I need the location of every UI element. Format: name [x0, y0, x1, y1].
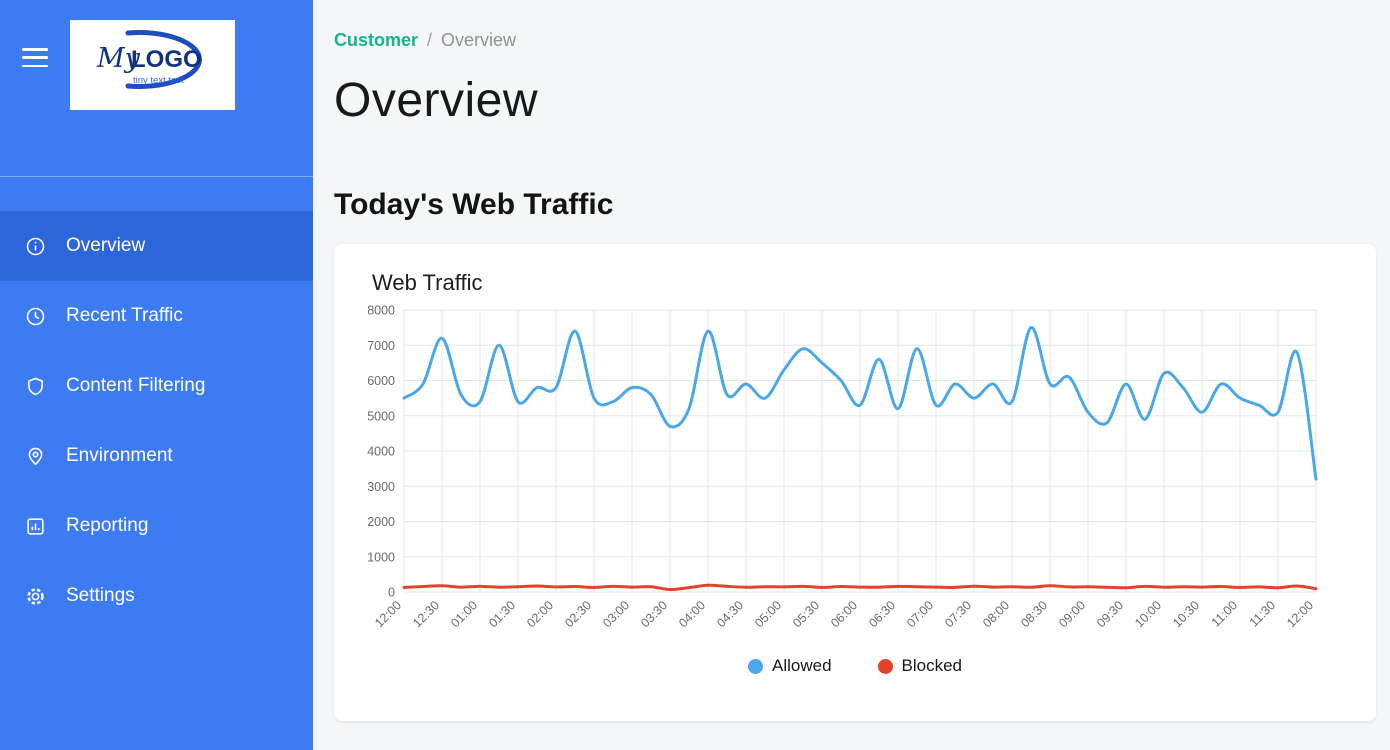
sidebar-item-label: Content Filtering [66, 375, 206, 396]
logo: My LOGO tiny text test [70, 20, 235, 110]
svg-text:02:00: 02:00 [524, 598, 556, 630]
svg-text:01:00: 01:00 [448, 598, 480, 630]
svg-text:12:00: 12:00 [1284, 598, 1316, 630]
svg-text:11:30: 11:30 [1247, 598, 1278, 629]
location-pin-icon [24, 445, 46, 467]
svg-text:12:00: 12:00 [372, 598, 404, 630]
sidebar-item-content-filtering[interactable]: Content Filtering [0, 351, 313, 421]
svg-text:09:00: 09:00 [1056, 598, 1088, 630]
svg-text:10:00: 10:00 [1132, 598, 1164, 630]
legend-item-blocked[interactable]: Blocked [877, 656, 963, 676]
svg-text:05:00: 05:00 [752, 598, 784, 630]
svg-text:6000: 6000 [367, 374, 395, 388]
breadcrumb-current: Overview [441, 30, 517, 50]
svg-text:10:30: 10:30 [1170, 598, 1202, 630]
sidebar-divider [0, 176, 313, 177]
shield-icon [24, 375, 46, 397]
svg-text:8000: 8000 [367, 304, 395, 318]
logo-graphic: My LOGO tiny text test [96, 30, 202, 89]
svg-text:01:30: 01:30 [486, 598, 518, 630]
svg-text:12:30: 12:30 [410, 598, 442, 630]
sidebar-nav: Overview Recent Traffic Content Filterin… [0, 211, 313, 631]
clock-icon [24, 305, 46, 327]
sidebar-item-reporting[interactable]: Reporting [0, 491, 313, 561]
main-content: Customer / Overview Overview Today's Web… [313, 0, 1390, 750]
bar-chart-icon [24, 515, 46, 537]
logo-tagline: tiny text test [133, 75, 184, 86]
legend-label-allowed: Allowed [771, 656, 832, 675]
legend-label-blocked: Blocked [901, 656, 963, 675]
logo-swoosh [125, 30, 202, 89]
chart-title: Web Traffic [372, 270, 483, 295]
svg-text:08:30: 08:30 [1018, 598, 1050, 630]
sidebar-item-label: Overview [66, 235, 146, 256]
svg-text:07:00: 07:00 [904, 598, 936, 630]
sidebar-item-label: Recent Traffic [66, 305, 183, 326]
sidebar-item-overview[interactable]: Overview [0, 211, 313, 281]
svg-text:06:00: 06:00 [828, 598, 860, 630]
svg-text:1000: 1000 [367, 550, 395, 564]
breadcrumb: Customer / Overview [334, 30, 1376, 51]
sidebar-item-label: Reporting [66, 515, 149, 536]
svg-text:04:30: 04:30 [714, 598, 746, 630]
svg-text:7000: 7000 [367, 339, 395, 353]
svg-text:11:00: 11:00 [1209, 598, 1240, 629]
sidebar: My LOGO tiny text test Overview [0, 0, 313, 750]
logo-text-my: My [96, 43, 141, 74]
svg-text:09:30: 09:30 [1094, 598, 1126, 630]
legend-item-allowed[interactable]: Allowed [747, 656, 832, 676]
logo-text-logo: LOGO [131, 46, 202, 73]
svg-text:03:00: 03:00 [600, 598, 632, 630]
svg-text:06:30: 06:30 [866, 598, 898, 630]
breadcrumb-separator: / [427, 30, 433, 50]
blocked-series-dot [877, 658, 893, 674]
sidebar-item-label: Settings [66, 585, 135, 606]
svg-text:0: 0 [388, 586, 395, 600]
svg-text:05:30: 05:30 [790, 598, 822, 630]
svg-text:02:30: 02:30 [562, 598, 594, 630]
svg-text:07:30: 07:30 [942, 598, 974, 630]
svg-text:5000: 5000 [367, 409, 395, 423]
section-title: Today's Web Traffic [334, 188, 614, 221]
sidebar-item-settings[interactable]: Settings [0, 561, 313, 631]
breadcrumb-link-customer[interactable]: Customer [334, 30, 419, 50]
svg-text:2000: 2000 [367, 515, 395, 529]
sidebar-item-environment[interactable]: Environment [0, 421, 313, 491]
page-title: Overview [334, 74, 539, 127]
svg-text:03:30: 03:30 [638, 598, 670, 630]
sidebar-item-label: Environment [66, 445, 173, 466]
svg-text:08:00: 08:00 [980, 598, 1012, 630]
svg-text:3000: 3000 [367, 480, 395, 494]
svg-text:04:00: 04:00 [676, 598, 708, 630]
info-icon [24, 235, 46, 257]
chart-legend: Allowed Blocked [354, 656, 1356, 676]
hamburger-menu-icon[interactable] [22, 48, 48, 67]
gear-icon [24, 585, 46, 607]
svg-text:4000: 4000 [367, 445, 395, 459]
allowed-series-dot [747, 658, 763, 674]
web-traffic-card: Web Traffic 0 1000 2000 3000 4000 5000 6000 700… [334, 244, 1376, 721]
sidebar-item-recent-traffic[interactable]: Recent Traffic [0, 281, 313, 351]
